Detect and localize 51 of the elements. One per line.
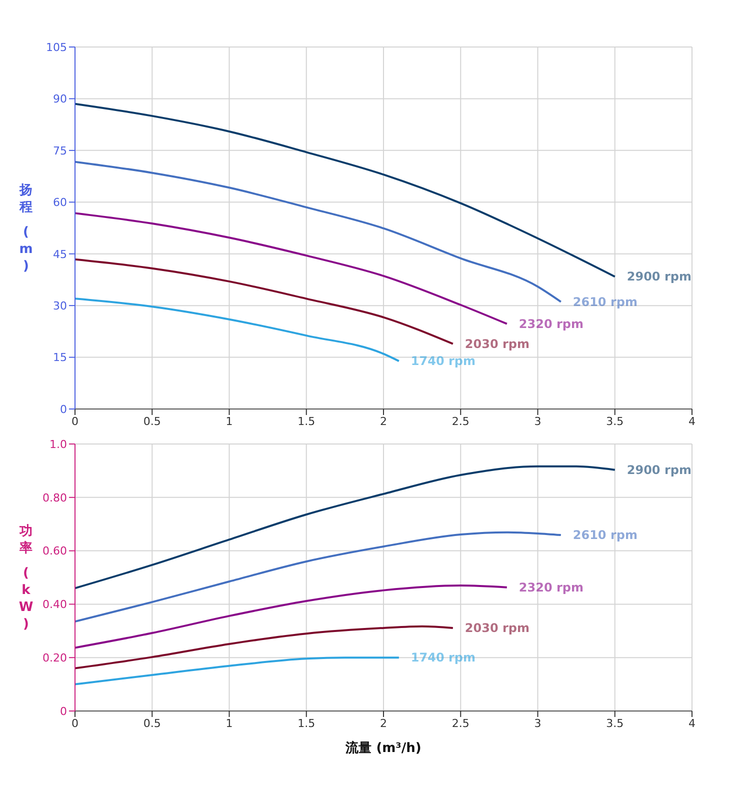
x-axis-title: 流量 (m³/h) xyxy=(344,740,422,757)
x-tick-label: 3 xyxy=(534,414,542,428)
y-tick-label: 0.20 xyxy=(42,652,67,665)
x-tick-label: 0 xyxy=(72,414,78,428)
x-tick-label: 0 xyxy=(72,716,78,730)
x-tick-label: 0.5 xyxy=(143,414,161,428)
y-tick-label: 15 xyxy=(53,351,67,364)
y-tick-label: 0 xyxy=(60,704,67,718)
line-series xyxy=(75,298,400,362)
y-tick-label: 75 xyxy=(53,144,67,158)
x-tick-label: 1 xyxy=(226,414,233,428)
x-tick-label: 3.5 xyxy=(606,414,624,428)
x-tick-label: 4 xyxy=(688,716,696,730)
series-label: 2320 rpm xyxy=(518,316,584,331)
x-tick-label: 2.5 xyxy=(452,716,470,730)
series-label: 2900 rpm xyxy=(626,270,692,284)
x-tick-label: 3 xyxy=(534,716,542,730)
line-series xyxy=(75,212,508,325)
series-label: 2320 rpm xyxy=(518,580,584,594)
series-label: 1740 rpm xyxy=(410,650,476,665)
y-tick-label: 30 xyxy=(53,299,67,312)
line-series xyxy=(75,258,454,345)
y-tick-label: 60 xyxy=(53,196,67,210)
y-tick-label: 105 xyxy=(46,40,67,54)
x-tick-label: 2 xyxy=(380,716,387,730)
line-series xyxy=(75,102,616,278)
x-tick-label: 4 xyxy=(688,414,696,428)
series-label: 1740 rpm xyxy=(410,354,476,368)
y-tick-label: 0.80 xyxy=(42,491,67,504)
line-series xyxy=(75,160,562,303)
x-tick-label: 1.5 xyxy=(298,414,316,428)
series-label: 2610 rpm xyxy=(572,528,638,542)
x-tick-label: 3.5 xyxy=(606,716,624,730)
line-series xyxy=(75,656,400,686)
series-label: 2900 rpm xyxy=(626,462,692,477)
x-tick-label: 2 xyxy=(380,414,387,428)
y-tick-label: 0 xyxy=(60,402,67,416)
x-tick-label: 0.5 xyxy=(143,716,161,730)
y-tick-label: 1.0 xyxy=(50,438,67,451)
y-tick-label: 45 xyxy=(53,248,67,261)
y-axis-title: 功率 (kW) xyxy=(18,522,34,632)
series-label: 2030 rpm xyxy=(464,336,530,351)
x-tick-label: 2.5 xyxy=(452,414,470,428)
y-tick-label: 0.40 xyxy=(42,598,67,612)
x-tick-label: 1.5 xyxy=(298,716,316,730)
y-tick-label: 90 xyxy=(53,92,67,106)
y-tick-label: 0.60 xyxy=(42,544,67,558)
x-tick-label: 1 xyxy=(226,716,233,730)
series-label: 2610 rpm xyxy=(572,294,638,309)
series-label: 2030 rpm xyxy=(464,620,530,635)
y-axis-title: 扬程 (m) xyxy=(18,182,34,274)
